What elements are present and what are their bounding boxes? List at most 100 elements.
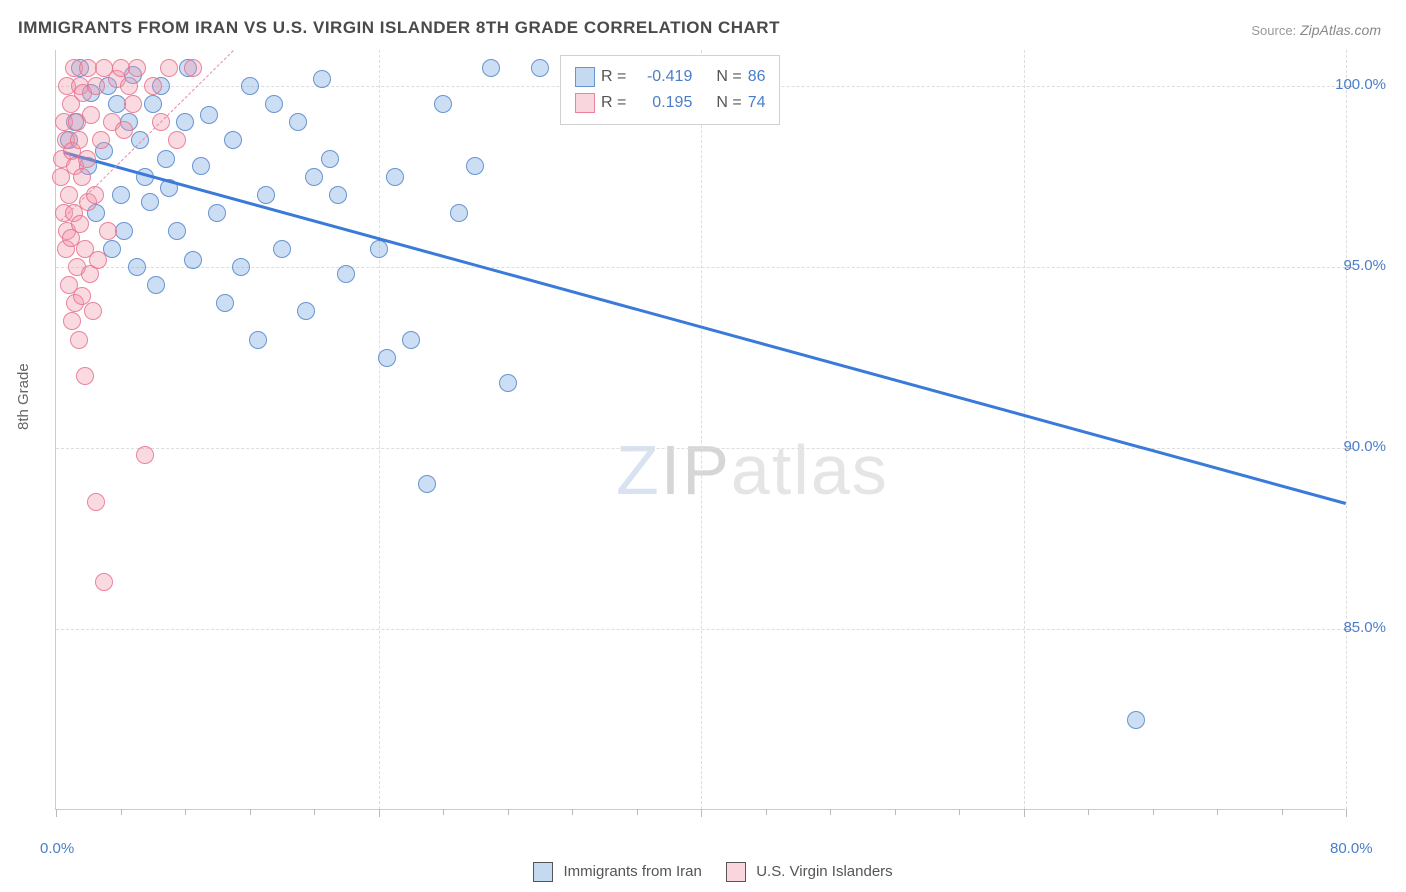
data-point-usvi — [73, 168, 91, 186]
data-point-iran — [216, 294, 234, 312]
stats-row-iran: R = -0.419 N = 86 — [575, 64, 765, 90]
stats-legend-box: R = -0.419 N = 86 R = 0.195 N = 74 — [560, 55, 780, 125]
data-point-iran — [370, 240, 388, 258]
data-point-iran — [466, 157, 484, 175]
data-point-usvi — [82, 106, 100, 124]
chart-title: IMMIGRANTS FROM IRAN VS U.S. VIRGIN ISLA… — [18, 18, 780, 38]
data-point-iran — [112, 186, 130, 204]
data-point-usvi — [99, 222, 117, 240]
n-label: N = — [716, 94, 741, 112]
data-point-usvi — [124, 95, 142, 113]
data-point-iran — [176, 113, 194, 131]
data-point-iran — [168, 222, 186, 240]
watermark: ZIPatlas — [616, 430, 889, 510]
data-point-iran — [184, 251, 202, 269]
data-point-iran — [297, 302, 315, 320]
data-point-iran — [305, 168, 323, 186]
legend-swatch-blue-icon — [533, 862, 553, 882]
gridline-v — [379, 50, 380, 809]
gridline-v — [1024, 50, 1025, 809]
gridline-v — [701, 50, 702, 809]
data-point-iran — [499, 374, 517, 392]
data-point-iran — [386, 168, 404, 186]
data-point-usvi — [76, 367, 94, 385]
source-value: ZipAtlas.com — [1300, 22, 1381, 38]
data-point-usvi — [120, 77, 138, 95]
data-point-usvi — [92, 131, 110, 149]
legend-label-iran: Immigrants from Iran — [564, 863, 702, 880]
data-point-iran — [208, 204, 226, 222]
chart-plot-area: ZIPatlas — [55, 50, 1345, 810]
n-value-usvi: 74 — [748, 94, 766, 112]
data-point-usvi — [87, 77, 105, 95]
r-value-usvi: 0.195 — [632, 94, 692, 112]
data-point-iran — [418, 475, 436, 493]
data-point-usvi — [84, 302, 102, 320]
data-point-iran — [147, 276, 165, 294]
x-tick-label: 80.0% — [1330, 840, 1373, 857]
data-point-usvi — [144, 77, 162, 95]
x-tick-label: 0.0% — [40, 840, 74, 857]
data-point-usvi — [128, 59, 146, 77]
data-point-iran — [257, 186, 275, 204]
data-point-usvi — [60, 186, 78, 204]
stats-row-usvi: R = 0.195 N = 74 — [575, 90, 765, 116]
data-point-usvi — [168, 131, 186, 149]
data-point-usvi — [70, 331, 88, 349]
swatch-pink-icon — [575, 93, 595, 113]
data-point-usvi — [63, 312, 81, 330]
data-point-iran — [321, 150, 339, 168]
data-point-usvi — [184, 59, 202, 77]
data-point-iran — [450, 204, 468, 222]
data-point-usvi — [86, 186, 104, 204]
trend-line-iran — [64, 151, 1347, 504]
data-point-iran — [141, 193, 159, 211]
r-label: R = — [601, 68, 626, 86]
n-value-iran: 86 — [748, 68, 766, 86]
data-point-iran — [157, 150, 175, 168]
data-point-iran — [224, 131, 242, 149]
data-point-iran — [329, 186, 347, 204]
source-label: Source: — [1251, 23, 1296, 38]
data-point-iran — [115, 222, 133, 240]
data-point-usvi — [115, 121, 133, 139]
data-point-iran — [144, 95, 162, 113]
data-point-usvi — [160, 59, 178, 77]
n-label: N = — [716, 68, 741, 86]
data-point-iran — [434, 95, 452, 113]
data-point-usvi — [87, 493, 105, 511]
data-point-usvi — [71, 215, 89, 233]
bottom-legend: Immigrants from Iran U.S. Virgin Islande… — [0, 862, 1406, 882]
data-point-iran — [402, 331, 420, 349]
data-point-usvi — [136, 446, 154, 464]
legend-label-usvi: U.S. Virgin Islanders — [756, 863, 892, 880]
data-point-iran — [1127, 711, 1145, 729]
data-point-iran — [241, 77, 259, 95]
data-point-iran — [378, 349, 396, 367]
gridline-v — [1346, 50, 1347, 809]
data-point-iran — [289, 113, 307, 131]
source-attribution: Source: ZipAtlas.com — [1251, 22, 1381, 38]
y-tick-label: 85.0% — [1343, 619, 1386, 636]
data-point-iran — [200, 106, 218, 124]
data-point-usvi — [78, 150, 96, 168]
data-point-iran — [482, 59, 500, 77]
y-tick-label: 95.0% — [1343, 257, 1386, 274]
y-tick-label: 90.0% — [1343, 438, 1386, 455]
swatch-blue-icon — [575, 67, 595, 87]
r-label: R = — [601, 94, 626, 112]
y-axis-label: 8th Grade — [15, 363, 32, 430]
r-value-iran: -0.419 — [632, 68, 692, 86]
data-point-iran — [265, 95, 283, 113]
y-tick-label: 100.0% — [1335, 76, 1386, 93]
legend-swatch-pink-icon — [726, 862, 746, 882]
data-point-iran — [273, 240, 291, 258]
data-point-iran — [128, 258, 146, 276]
data-point-iran — [232, 258, 250, 276]
data-point-usvi — [95, 573, 113, 591]
data-point-iran — [531, 59, 549, 77]
data-point-iran — [337, 265, 355, 283]
data-point-usvi — [70, 131, 88, 149]
data-point-iran — [249, 331, 267, 349]
data-point-iran — [192, 157, 210, 175]
